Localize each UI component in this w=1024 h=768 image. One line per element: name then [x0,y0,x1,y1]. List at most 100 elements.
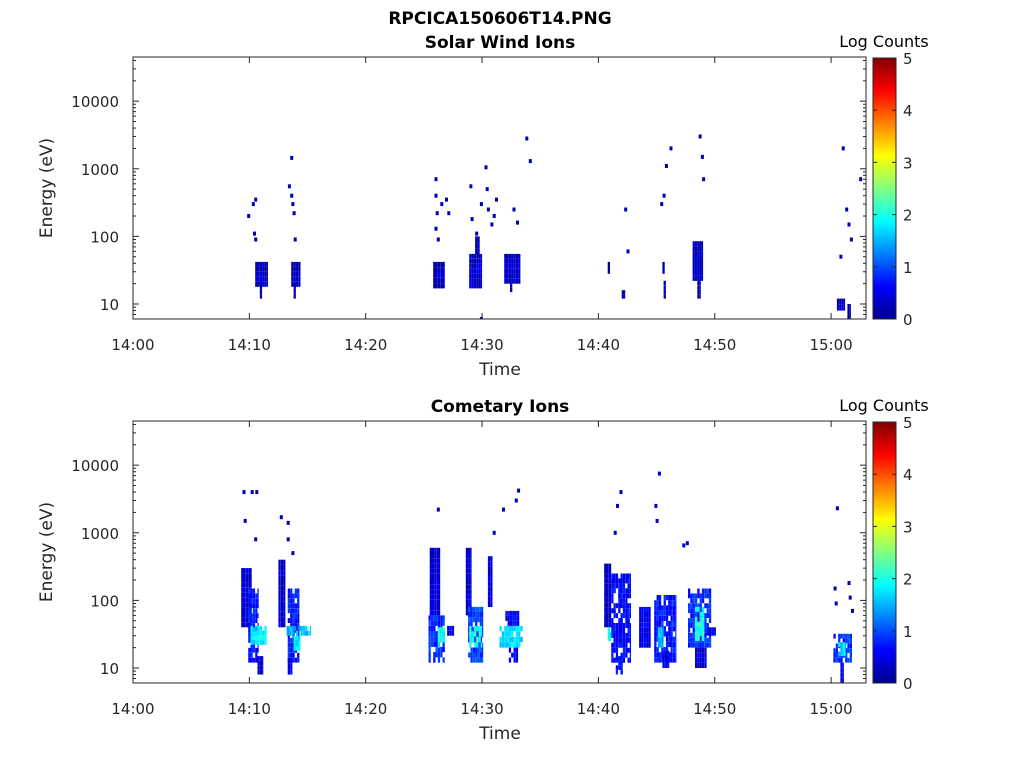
x-tick-label: 14:50 [693,700,736,718]
heatmap-cell [440,267,443,273]
colorbar-solar-wind [873,58,896,319]
heatmap-cell [298,266,301,272]
heatmap-cell [293,635,296,641]
heatmap-cell [620,588,623,594]
heatmap-cell [841,304,844,311]
heatmap-cell [699,241,702,247]
heatmap-cell [255,627,258,632]
heatmap-cell [704,588,707,594]
heatmap-cell [701,662,705,668]
heatmap-cell [625,637,628,643]
heatmap-cell [697,241,700,247]
heatmap-cell [699,616,702,622]
heatmap-cell [294,623,297,628]
heatmap-point [624,207,628,212]
heatmap-cell [622,628,626,633]
heatmap-cell [708,637,712,643]
heatmap-cell [692,246,695,252]
heatmap-block [695,647,707,668]
heatmap-cell [701,598,705,604]
heatmap-cell [262,261,265,267]
heatmap-point [516,220,519,225]
heatmap-cell [248,652,251,658]
heatmap-point [613,530,617,535]
heatmap-cell [641,606,644,612]
heatmap-cell [283,622,286,628]
heatmap-cell [465,563,469,569]
heatmap-cell [295,635,299,641]
heatmap-cell [697,657,700,663]
heatmap-cell [434,594,437,600]
heatmap-cell [840,633,843,639]
heatmap-cell [487,561,491,567]
heatmap-cell [836,304,840,311]
heatmap-cell [668,657,671,663]
heatmap-cell [436,558,439,564]
heatmap-cell [433,636,436,642]
heatmap-cell [697,246,700,252]
heatmap-cell [604,607,607,613]
heatmap-cell [511,652,514,658]
heatmap-point [492,214,496,218]
heatmap-cell [517,615,520,621]
heatmap-cell [608,578,612,584]
heatmap-cell [280,585,284,591]
heatmap-cell [515,647,519,653]
heatmap-cell [615,665,619,670]
heatmap-cell [518,268,521,274]
heatmap-cell [661,647,664,653]
heatmap-cell [699,603,702,609]
heatmap-point [254,197,258,202]
heatmap-cell [849,657,852,663]
heatmap-cell [629,603,631,609]
heatmap-cell [243,607,246,613]
heatmap-cell [670,657,673,663]
heatmap-cell [437,277,441,284]
heatmap-cell [280,564,284,571]
heatmap-cell [695,261,698,266]
heatmap-cell [278,622,281,628]
heatmap-point [479,317,483,319]
heatmap-cell [670,600,673,606]
heatmap-cell [468,568,471,574]
heatmap-cell [661,652,664,658]
heatmap-cell [662,267,665,274]
heatmap-cell [429,558,432,564]
heatmap-cell [672,641,676,647]
heatmap-cell [465,594,469,600]
heatmap-cell [838,638,841,644]
heatmap-cell [665,641,669,647]
heatmap-cell [662,632,664,638]
heatmap-block [429,547,441,616]
heatmap-cell [250,635,253,641]
heatmap-cell [606,617,609,623]
heatmap-cell [697,621,700,627]
heatmap-cell [511,278,514,284]
plot-frame-solar-wind [132,56,867,320]
heatmap-cell [692,256,695,261]
heatmap-cell [604,573,607,579]
heatmap-cell [255,657,258,663]
heatmap-cell [699,285,701,290]
heatmap-point [492,530,496,535]
heatmap-cell [611,573,614,579]
heatmap-cell [465,568,469,574]
heatmap-cell [641,612,644,618]
heatmap-block [604,563,612,628]
heatmap-cell [487,586,491,592]
heatmap-cell [690,603,693,609]
heatmap-cell [663,600,666,606]
heatmap-cell [672,600,676,606]
heatmap-cell [436,568,439,574]
heatmap-cell [513,642,516,648]
heatmap-cell [506,253,509,259]
heatmap-cell [480,253,483,259]
heatmap-cell [504,278,507,284]
x-tick-label: 15:00 [809,336,852,354]
heatmap-cell [688,637,691,643]
heatmap-cell [297,593,300,599]
heatmap-cell [613,613,616,619]
heatmap-cell [620,669,623,675]
heatmap-cell [692,608,695,614]
